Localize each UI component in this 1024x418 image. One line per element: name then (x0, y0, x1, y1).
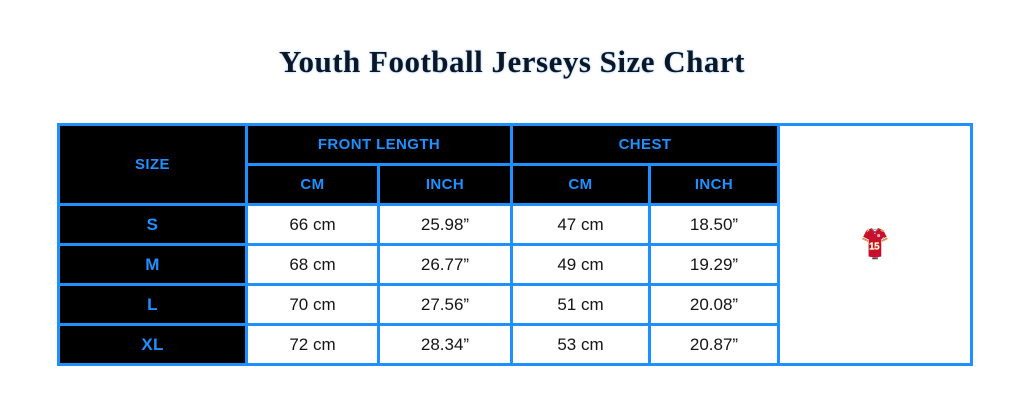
nfl-shield-icon (874, 232, 876, 235)
cell-xl-front-inch: 28.34” (377, 323, 513, 366)
col-header-front-length: FRONT LENGTH (245, 123, 513, 166)
cell-m-front-inch: 26.77” (377, 243, 513, 286)
page-title: Youth Football Jerseys Size Chart (279, 44, 745, 79)
cell-l-chest-cm: 51 cm (510, 283, 651, 326)
jersey-image: 15 15 15 (862, 228, 888, 260)
cell-m-chest-inch: 19.29” (648, 243, 780, 286)
size-chart-container: SIZE FRONT LENGTH CHEST (57, 123, 973, 366)
cell-s-chest-inch: 18.50” (648, 203, 780, 246)
jock-tag (872, 257, 878, 260)
cell-xl-chest-inch: 20.87” (648, 323, 780, 366)
row-label-l: L (57, 283, 248, 326)
cell-xl-front-cm: 72 cm (245, 323, 380, 366)
col-header-chest-cm: CM (510, 163, 651, 206)
cell-xl-chest-cm: 53 cm (510, 323, 651, 366)
table-row-m: M 68 cm 26.77” 49 cm 19.29” (57, 243, 972, 286)
cell-l-front-inch: 27.56” (377, 283, 513, 326)
jersey-number-chest: 15 (869, 241, 880, 252)
cell-s-chest-cm: 47 cm (510, 203, 651, 246)
col-header-front-inch: INCH (377, 163, 513, 206)
table-row-xl: XL 72 cm 28.34” 53 cm 20.87” (57, 323, 972, 366)
nike-swoosh-icon (881, 236, 885, 239)
jersey-collar-trim (870, 228, 880, 233)
cell-m-chest-cm: 49 cm (510, 243, 651, 286)
table-row-l: L 70 cm 27.56” 51 cm 20.08” (57, 283, 972, 326)
cell-l-front-cm: 70 cm (245, 283, 380, 326)
col-header-size: SIZE (57, 123, 248, 206)
header-row-units: CM INCH CM INCH (59, 163, 972, 206)
team-patch-icon (877, 234, 881, 238)
cell-s-front-inch: 25.98” (377, 203, 513, 246)
row-label-s: S (57, 203, 248, 246)
header-row-groups: SIZE FRONT LENGTH CHEST (57, 123, 973, 366)
size-chart-table: SIZE FRONT LENGTH CHEST (57, 123, 973, 366)
row-label-xl: XL (57, 323, 248, 366)
jersey-number-right-shoulder: 15 (880, 228, 885, 233)
cell-l-chest-inch: 20.08” (648, 283, 780, 326)
cell-s-front-cm: 66 cm (245, 203, 380, 246)
jersey-number-left-shoulder: 15 (865, 228, 870, 233)
col-header-chest-inch: INCH (648, 163, 780, 206)
col-header-front-cm: CM (245, 163, 380, 206)
jersey-body (862, 228, 888, 258)
jersey-image-cell: 15 15 15 (777, 123, 973, 366)
col-header-chest: CHEST (510, 123, 780, 166)
cell-m-front-cm: 68 cm (245, 243, 380, 286)
table-row-s: S 66 cm 25.98” 47 cm 18.50” (57, 203, 972, 246)
row-label-m: M (57, 243, 248, 286)
